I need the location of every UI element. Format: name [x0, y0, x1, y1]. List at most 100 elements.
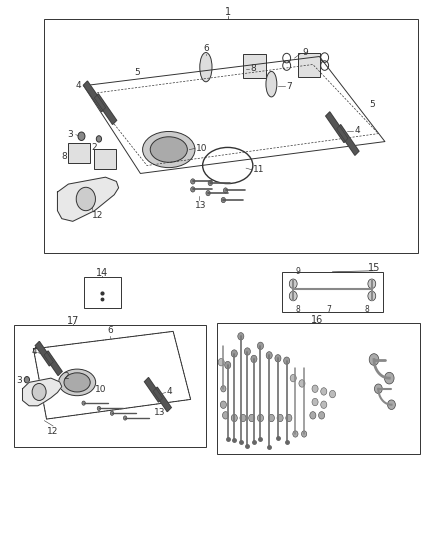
Bar [44, 19, 418, 253]
Circle shape [277, 414, 283, 422]
Bar [84, 277, 121, 308]
Text: 9: 9 [302, 49, 308, 57]
Circle shape [301, 431, 307, 437]
Circle shape [32, 383, 46, 400]
Circle shape [284, 357, 290, 365]
Text: 16: 16 [311, 314, 323, 325]
Circle shape [368, 279, 376, 288]
Circle shape [96, 136, 102, 142]
Circle shape [191, 187, 195, 192]
Circle shape [110, 411, 114, 415]
Circle shape [268, 414, 275, 422]
Circle shape [289, 279, 297, 288]
Ellipse shape [266, 71, 277, 97]
Circle shape [388, 400, 396, 409]
Text: 11: 11 [253, 165, 265, 174]
Text: 17: 17 [67, 316, 79, 326]
Circle shape [321, 387, 327, 395]
Circle shape [244, 348, 251, 355]
Circle shape [218, 359, 224, 366]
Circle shape [374, 384, 382, 393]
Polygon shape [57, 177, 119, 221]
Text: 8: 8 [61, 152, 67, 161]
Text: 3: 3 [16, 376, 21, 385]
Circle shape [286, 414, 292, 422]
Circle shape [258, 414, 264, 422]
Polygon shape [153, 387, 171, 411]
Text: 7: 7 [287, 82, 293, 91]
Ellipse shape [64, 373, 90, 392]
Circle shape [293, 431, 298, 437]
Circle shape [240, 414, 246, 422]
Text: 4: 4 [31, 347, 37, 356]
Circle shape [249, 414, 255, 422]
Circle shape [318, 411, 325, 419]
Circle shape [312, 385, 318, 392]
Text: 13: 13 [153, 408, 165, 417]
Polygon shape [22, 378, 62, 406]
Text: 8: 8 [250, 64, 256, 73]
Text: 13: 13 [195, 201, 206, 210]
Circle shape [124, 416, 127, 420]
Text: 2: 2 [91, 143, 97, 151]
Circle shape [223, 411, 229, 419]
Text: 4: 4 [166, 387, 172, 396]
Text: 9: 9 [295, 267, 300, 276]
Text: 7: 7 [326, 305, 331, 314]
FancyBboxPatch shape [243, 54, 266, 78]
Circle shape [97, 406, 101, 410]
FancyBboxPatch shape [68, 143, 90, 163]
Bar [14, 325, 206, 447]
Circle shape [206, 190, 210, 196]
Bar [217, 324, 420, 454]
FancyBboxPatch shape [297, 53, 320, 77]
Ellipse shape [150, 137, 187, 163]
Polygon shape [326, 112, 348, 142]
Polygon shape [44, 351, 62, 375]
Circle shape [289, 291, 297, 301]
Circle shape [266, 352, 272, 359]
Circle shape [238, 333, 244, 340]
Polygon shape [145, 377, 162, 402]
Circle shape [321, 401, 327, 408]
Text: 8: 8 [365, 305, 370, 314]
Circle shape [329, 390, 336, 398]
Ellipse shape [59, 369, 95, 395]
Text: 12: 12 [92, 211, 104, 220]
Text: 14: 14 [96, 268, 108, 278]
Circle shape [191, 179, 195, 184]
Text: 1: 1 [225, 7, 231, 18]
Circle shape [76, 187, 95, 211]
Text: 6: 6 [107, 326, 113, 335]
Circle shape [251, 355, 257, 362]
Circle shape [208, 180, 212, 185]
Circle shape [258, 342, 264, 350]
Circle shape [24, 376, 29, 383]
Circle shape [312, 398, 318, 406]
Circle shape [368, 291, 376, 301]
Circle shape [221, 197, 226, 203]
Circle shape [221, 385, 226, 392]
Circle shape [223, 188, 228, 193]
Text: 4: 4 [354, 126, 360, 135]
Text: 15: 15 [368, 263, 380, 272]
FancyBboxPatch shape [94, 149, 116, 169]
Text: 2: 2 [64, 372, 69, 381]
Circle shape [369, 354, 379, 366]
Polygon shape [337, 125, 359, 155]
Circle shape [310, 411, 316, 419]
Text: 10: 10 [95, 385, 106, 394]
Text: 10: 10 [196, 144, 208, 153]
Circle shape [225, 361, 231, 369]
Text: 12: 12 [47, 427, 59, 436]
Ellipse shape [143, 132, 195, 167]
Circle shape [78, 132, 85, 141]
Circle shape [231, 414, 237, 422]
Polygon shape [35, 342, 53, 366]
Text: 6: 6 [203, 44, 209, 53]
Text: 8: 8 [295, 305, 300, 314]
Ellipse shape [200, 53, 212, 82]
Polygon shape [83, 81, 106, 112]
Circle shape [290, 374, 296, 382]
Text: 5: 5 [370, 100, 375, 109]
